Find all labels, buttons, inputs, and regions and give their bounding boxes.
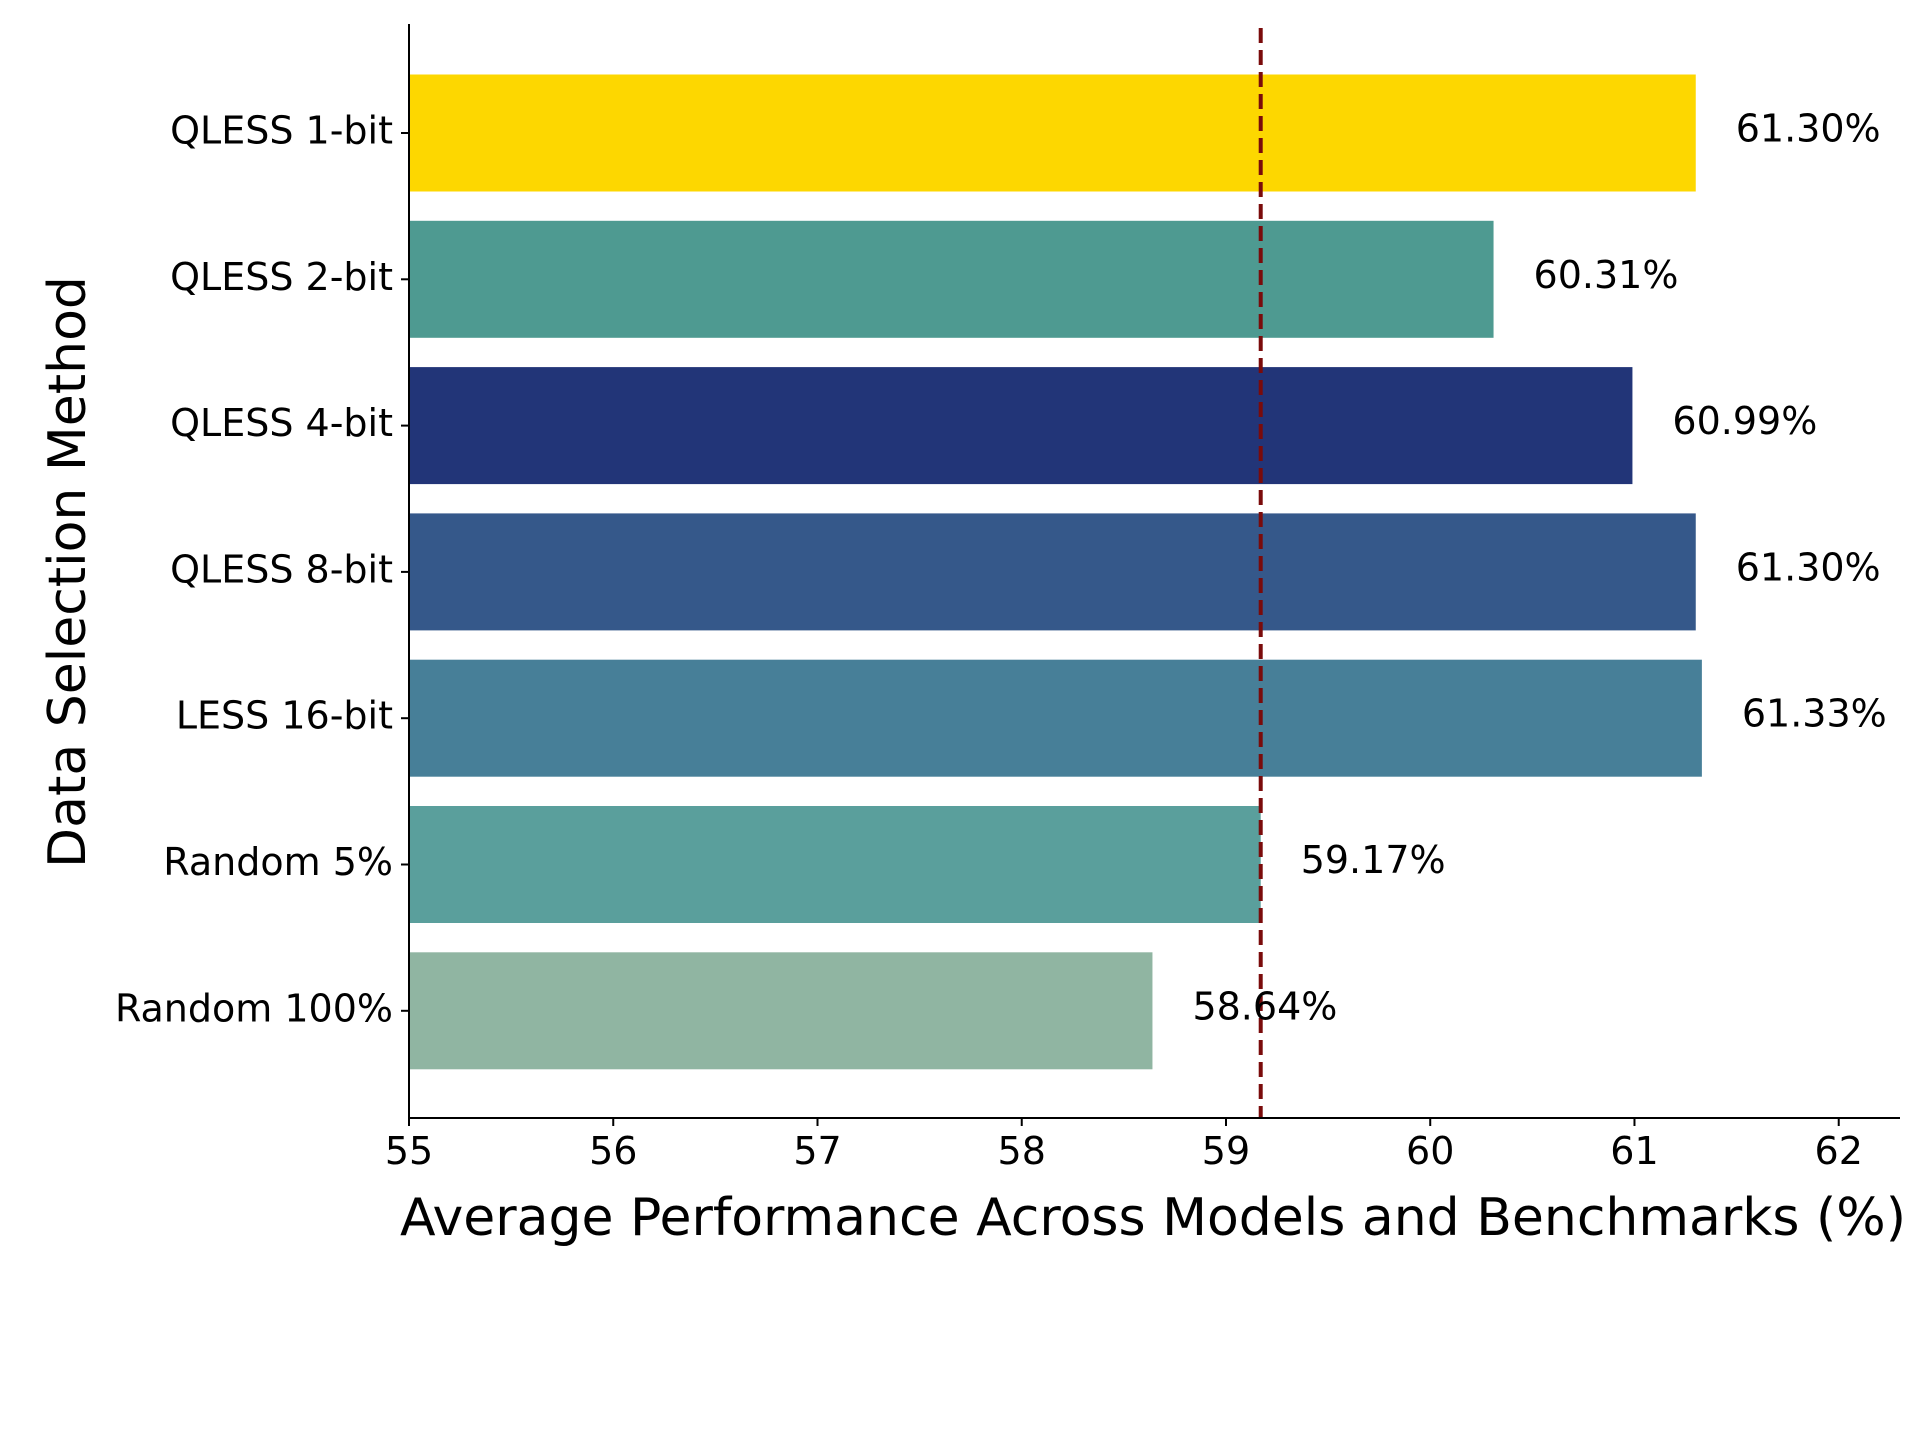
y-tick-label-less-16-bit: LESS 16-bit (176, 694, 393, 738)
bar-random-5pct (409, 806, 1261, 923)
bar-qless-8-bit (409, 513, 1696, 631)
x-tick-label-60: 60 (1406, 1129, 1454, 1173)
y-tick-label-random-5pct: Random 5% (163, 840, 393, 884)
y-tick-label-qless-1-bit: QLESS 1-bit (170, 109, 393, 153)
x-ticks-layer: 55 56 57 58 59 60 61 62 (385, 1118, 1863, 1173)
y-tick-label-qless-8-bit: QLESS 8-bit (170, 547, 393, 591)
x-tick-label-55: 55 (385, 1129, 433, 1173)
y-tick-label-qless-4-bit: QLESS 4-bit (170, 401, 393, 445)
x-tick-label-61: 61 (1610, 1129, 1658, 1173)
data-labels-layer: 61.30% 60.31% 60.99% 61.30% 61.33% 59.17% 58.6… (1192, 107, 1886, 1029)
bar-qless-1-bit (409, 74, 1696, 192)
bars-layer (409, 74, 1702, 1070)
x-tick-label-59: 59 (1202, 1129, 1250, 1173)
data-label-qless-2-bit: 60.31% (1534, 253, 1679, 297)
x-tick-label-58: 58 (998, 1129, 1046, 1173)
data-label-qless-1-bit: 61.30% (1736, 107, 1881, 151)
bar-qless-4-bit (409, 367, 1633, 485)
y-ticks-layer: QLESS 1-bit QLESS 2-bit QLESS 4-bit QLESS 8… (115, 109, 409, 1030)
bar-random-100pct (409, 952, 1153, 1070)
y-tick-label-random-100pct: Random 100% (115, 986, 393, 1030)
x-axis-title: Average Performance Across Models and Be… (400, 1188, 1906, 1248)
data-label-qless-8-bit: 61.30% (1736, 545, 1881, 589)
bar-less-16-bit (409, 659, 1702, 777)
data-label-random-5pct: 59.17% (1301, 838, 1446, 882)
data-label-random-100pct: 58.64% (1192, 984, 1337, 1028)
data-label-less-16-bit: 61.33% (1742, 692, 1887, 736)
x-tick-label-57: 57 (793, 1129, 841, 1173)
x-tick-label-56: 56 (589, 1129, 637, 1173)
data-label-qless-4-bit: 60.99% (1672, 399, 1817, 443)
y-axis-title: Data Selection Method (38, 276, 98, 868)
y-tick-label-qless-2-bit: QLESS 2-bit (170, 255, 393, 299)
bar-qless-2-bit (409, 220, 1494, 338)
x-tick-label-62: 62 (1815, 1129, 1863, 1173)
